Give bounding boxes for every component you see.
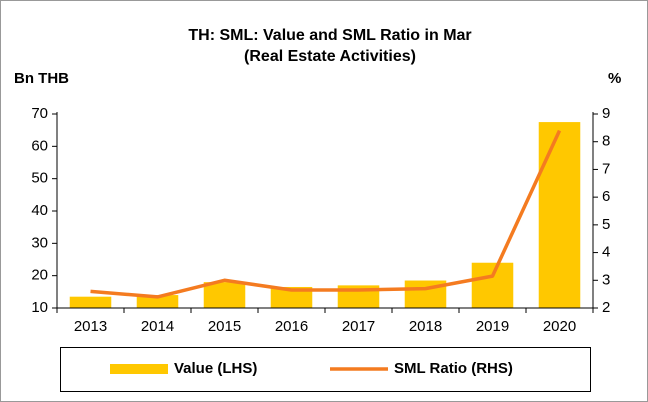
bar — [538, 122, 581, 308]
y2-tick-label: 5 — [602, 216, 610, 233]
x-tick-label: 2014 — [141, 318, 174, 335]
y2-axis-label: % — [608, 70, 621, 87]
y2-tick-label: 4 — [602, 244, 610, 261]
y-tick-label: 70 — [31, 105, 48, 122]
x-tick-label: 2017 — [342, 318, 375, 335]
y-tick-label: 50 — [31, 170, 48, 187]
bar — [136, 295, 179, 308]
bar — [471, 262, 514, 308]
x-tick-label: 2013 — [74, 318, 107, 335]
y2-tick-label: 9 — [602, 105, 610, 122]
y2-tick-label: 7 — [602, 160, 610, 177]
bar — [69, 296, 112, 308]
x-tick-label: 2016 — [275, 318, 308, 335]
legend-label: SML Ratio (RHS) — [394, 360, 513, 377]
y2-tick-label: 8 — [602, 133, 610, 150]
y-tick-label: 40 — [31, 202, 48, 219]
y-tick-label: 30 — [31, 234, 48, 251]
y-tick-label: 20 — [31, 267, 48, 284]
y-tick-label: 60 — [31, 137, 48, 154]
y2-tick-label: 3 — [602, 271, 610, 288]
bar — [203, 282, 246, 308]
chart-title: TH: SML: Value and SML Ratio in Mar — [188, 27, 471, 44]
y-tick-label: 10 — [31, 299, 48, 316]
legend-box — [60, 347, 591, 392]
y2-tick-label: 6 — [602, 188, 610, 205]
chart-subtitle: (Real Estate Activities) — [244, 48, 416, 65]
y-axis-label: Bn THB — [14, 70, 69, 87]
x-tick-label: 2015 — [208, 318, 241, 335]
legend-label: Value (LHS) — [174, 360, 257, 377]
x-tick-label: 2020 — [543, 318, 576, 335]
line — [90, 129, 562, 299]
y2-tick-label: 2 — [602, 299, 610, 316]
x-tick-label: 2019 — [476, 318, 509, 335]
legend-swatch — [110, 364, 168, 374]
x-tick-label: 2018 — [409, 318, 442, 335]
bar — [270, 286, 313, 308]
